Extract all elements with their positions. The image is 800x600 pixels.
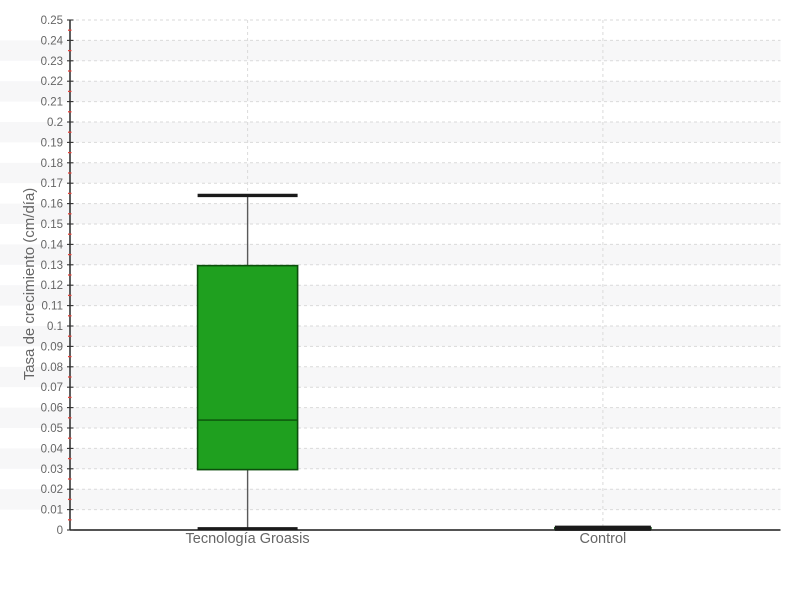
svg-text:0.01: 0.01	[41, 505, 63, 517]
svg-text:0.19: 0.19	[41, 137, 63, 149]
svg-text:0.05: 0.05	[41, 423, 63, 435]
svg-text:0.07: 0.07	[41, 382, 63, 394]
svg-text:0.06: 0.06	[41, 403, 63, 415]
svg-text:0.16: 0.16	[41, 199, 63, 211]
svg-text:Control: Control	[580, 531, 627, 547]
svg-text:0.14: 0.14	[41, 239, 64, 251]
svg-text:Tecnología Groasis: Tecnología Groasis	[186, 531, 310, 547]
svg-text:0.11: 0.11	[41, 301, 63, 313]
svg-text:0.12: 0.12	[41, 280, 63, 292]
svg-text:0.02: 0.02	[41, 484, 63, 496]
svg-text:0.17: 0.17	[41, 178, 63, 190]
svg-text:0.09: 0.09	[41, 341, 63, 353]
svg-text:0.03: 0.03	[41, 464, 63, 476]
svg-text:0.18: 0.18	[41, 158, 63, 170]
svg-text:0.04: 0.04	[41, 443, 64, 455]
svg-text:0.2: 0.2	[47, 117, 63, 129]
svg-text:0.22: 0.22	[41, 76, 63, 88]
svg-text:0.1: 0.1	[47, 321, 63, 333]
svg-text:0: 0	[57, 525, 63, 537]
svg-text:Tasa de crecimiento (cm/día): Tasa de crecimiento (cm/día)	[21, 188, 38, 381]
svg-text:0.25: 0.25	[41, 15, 63, 27]
svg-text:0.13: 0.13	[41, 260, 63, 272]
svg-text:0.23: 0.23	[41, 56, 63, 68]
svg-text:0.24: 0.24	[41, 35, 64, 47]
svg-text:0.15: 0.15	[41, 219, 63, 231]
svg-text:0.21: 0.21	[41, 97, 63, 109]
svg-text:0.08: 0.08	[41, 362, 63, 374]
